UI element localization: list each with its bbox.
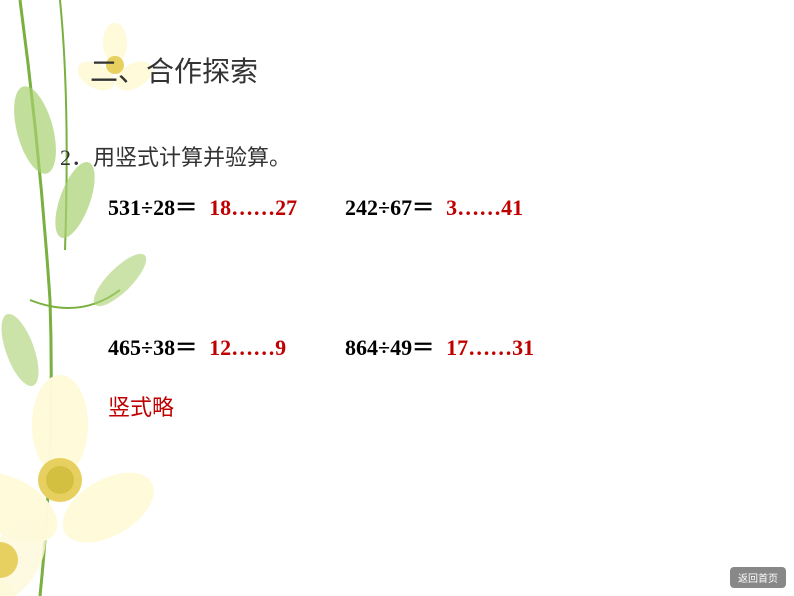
problem-expression: 531÷28＝ [108, 190, 197, 222]
problem-answer: 12……9 [209, 335, 286, 361]
problem-expression: 242÷67＝ [345, 190, 434, 222]
problem-answer: 17……31 [446, 335, 534, 361]
problem-4: 864÷49＝ 17……31 [345, 330, 534, 362]
note-text: 竖式略 [108, 390, 174, 422]
back-home-button[interactable]: 返回首页 [730, 567, 786, 588]
problem-answer: 18……27 [209, 195, 297, 221]
problem-2: 242÷67＝ 3……41 [345, 190, 523, 222]
problem-3: 465÷38＝ 12……9 [108, 330, 286, 362]
problem-instruction: 2．用竖式计算并验算。 [60, 140, 291, 172]
section-title: 二、合作探索 [90, 50, 258, 90]
problem-1: 531÷28＝ 18……27 [108, 190, 297, 222]
problem-expression: 465÷38＝ [108, 330, 197, 362]
problem-expression: 864÷49＝ [345, 330, 434, 362]
problem-answer: 3……41 [446, 195, 523, 221]
